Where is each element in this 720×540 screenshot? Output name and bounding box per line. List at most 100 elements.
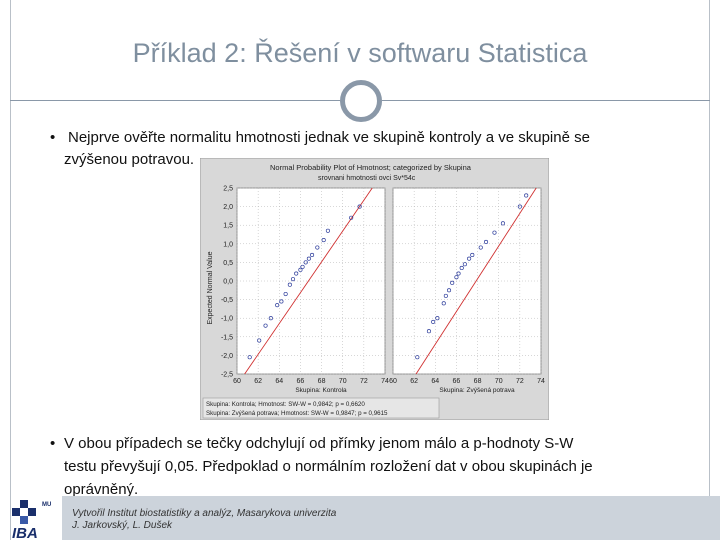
data-point	[426, 329, 431, 334]
x-tick-label: 68	[474, 378, 482, 385]
data-point	[275, 303, 280, 308]
plot-panel: Skupina: Zvýšená potrava	[392, 187, 542, 394]
title-rule-right	[382, 100, 710, 101]
data-point	[257, 338, 262, 343]
y-tick-label: 1,0	[223, 241, 233, 248]
data-point	[357, 204, 362, 209]
data-point	[483, 239, 489, 244]
bullet-1-line-2: zvýšenou potravou.	[64, 151, 195, 168]
legend-entry: Skupina: Kontrola; Hmotnost: SW-W = 0,98…	[206, 401, 365, 408]
x-tick-label: 70	[495, 378, 503, 385]
title-rule-left	[10, 100, 340, 101]
slide-frame	[10, 0, 710, 540]
bullet-2-line-2: testu převyšují 0,05. Předpoklad o normá…	[64, 458, 593, 475]
y-tick-label: -2,5	[221, 372, 233, 379]
data-point	[500, 221, 505, 226]
logo-small-text: MU	[42, 502, 51, 508]
data-point	[298, 267, 303, 272]
reference-line	[415, 188, 537, 374]
data-point	[321, 238, 326, 243]
x-tick-label: 62	[410, 378, 418, 385]
x-tick-label: 68	[318, 378, 326, 385]
x-tick-label: 74	[537, 378, 545, 385]
data-point	[462, 262, 467, 267]
data-point	[268, 316, 273, 321]
footer-line-2: J. Jarkovský, L. Dušek	[72, 520, 173, 531]
data-point	[478, 245, 483, 250]
y-tick-label: -0,5	[221, 297, 233, 304]
data-point	[279, 299, 284, 304]
data-point	[459, 265, 464, 271]
legend-entry: Skupina: Zvýšená potrava; Hmotnost: SW-W…	[206, 410, 388, 417]
data-point	[450, 280, 455, 285]
x-tick-label: 66	[297, 378, 305, 385]
data-point	[517, 204, 522, 209]
y-tick-label: -2,0	[221, 353, 233, 360]
data-point	[325, 228, 330, 233]
footer: Vytvořil Institut biostatistiky a analýz…	[0, 496, 720, 540]
logo-text: IBA	[12, 525, 38, 540]
bullet-2-line-3: oprávněný.	[64, 481, 139, 498]
data-point	[431, 319, 436, 324]
data-point	[443, 293, 448, 298]
x-tick-label: 64	[275, 378, 283, 385]
iba-logo: MU IBA	[12, 500, 51, 540]
data-point	[283, 291, 288, 297]
y-tick-labels: 2,5 2,0 1,5 1,0 0,5 0,0 -0,5 -1,0 -1,5 -2,0 -2,5	[221, 186, 233, 379]
bullet-2: • V obou případech se tečky odchylují od…	[50, 432, 690, 501]
footer-band	[62, 496, 720, 540]
y-tick-label: -1,0	[221, 316, 233, 323]
y-tick-label: 0,5	[223, 260, 233, 267]
y-tick-label: 1,5	[223, 223, 233, 230]
bullet-dot: •	[50, 435, 56, 452]
x-tick-label: 66	[453, 378, 461, 385]
data-point	[454, 275, 459, 280]
data-point	[247, 355, 252, 360]
data-point	[492, 230, 497, 235]
data-point	[446, 288, 452, 293]
title-circle-ornament	[340, 80, 382, 122]
x-tick-label: 72	[516, 378, 524, 385]
x-tick-label: 60	[389, 378, 397, 385]
plot-subtitle: srovnani hmotnosti ovci Sv*54c	[318, 175, 416, 182]
panel-area	[392, 187, 542, 375]
data-point	[287, 282, 292, 287]
panel-caption: Skupina: Zvýšená potrava	[439, 387, 515, 394]
data-point	[290, 277, 296, 282]
plot-title: Normal Probability Plot of Hmotnost; cat…	[270, 163, 472, 172]
normal-probability-plot: Normal Probability Plot of Hmotnost; cat…	[200, 158, 549, 420]
x-tick-label: 62	[254, 378, 262, 385]
y-axis-label: Expected Normal Value	[207, 251, 214, 324]
data-point	[456, 271, 461, 276]
data-point	[303, 260, 308, 265]
plot-legend: Skupina: Kontrola; Hmotnost: SW-W = 0,98…	[202, 397, 440, 419]
y-tick-label: -1,5	[221, 334, 233, 341]
data-point	[470, 252, 475, 258]
data-point	[349, 215, 354, 220]
data-point	[524, 193, 529, 198]
y-tick-label: 2,0	[223, 204, 233, 211]
data-point	[310, 252, 315, 258]
data-point	[306, 256, 311, 261]
data-point	[441, 301, 446, 306]
x-tick-label: 74	[381, 378, 389, 385]
panel-caption: Skupina: Kontrola	[295, 387, 347, 394]
slide-title: Příklad 2: Řešení v softwaru Statistica	[132, 38, 588, 68]
bullet-1-line-1: Nejprve ověřte normalitu hmotnosti jedna…	[68, 129, 590, 146]
legend-box	[202, 397, 440, 419]
y-tick-label: 2,5	[223, 186, 233, 193]
x-tick-labels: 60 62 64 66 68 70 72 74 60 62 64 66 68 70 72 74	[233, 378, 545, 385]
x-tick-label: 60	[233, 378, 241, 385]
data-point	[300, 264, 305, 269]
data-point	[263, 323, 268, 328]
data-point	[415, 355, 420, 360]
x-tick-label: 70	[339, 378, 347, 385]
x-tick-label: 64	[431, 378, 439, 385]
plot-panel: Skupina: Kontrola	[236, 187, 386, 394]
data-point	[315, 245, 320, 250]
data-point	[294, 271, 299, 276]
panel-area	[236, 187, 386, 375]
y-tick-label: 0,0	[223, 279, 233, 286]
bullet-dot: •	[50, 129, 56, 146]
footer-credits: Vytvořil Institut biostatistiky a analýz…	[72, 508, 336, 532]
